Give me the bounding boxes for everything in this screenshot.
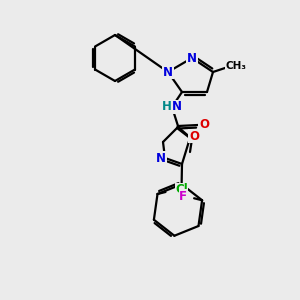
Text: H: H [162, 100, 172, 113]
Text: N: N [163, 65, 173, 79]
Text: O: O [199, 118, 209, 131]
Text: CH₃: CH₃ [226, 61, 247, 71]
Text: F: F [179, 190, 187, 203]
Text: N: N [156, 152, 166, 164]
Text: Cl: Cl [175, 184, 188, 196]
Text: N: N [172, 100, 182, 113]
Text: N: N [187, 52, 197, 64]
Text: O: O [189, 130, 199, 142]
